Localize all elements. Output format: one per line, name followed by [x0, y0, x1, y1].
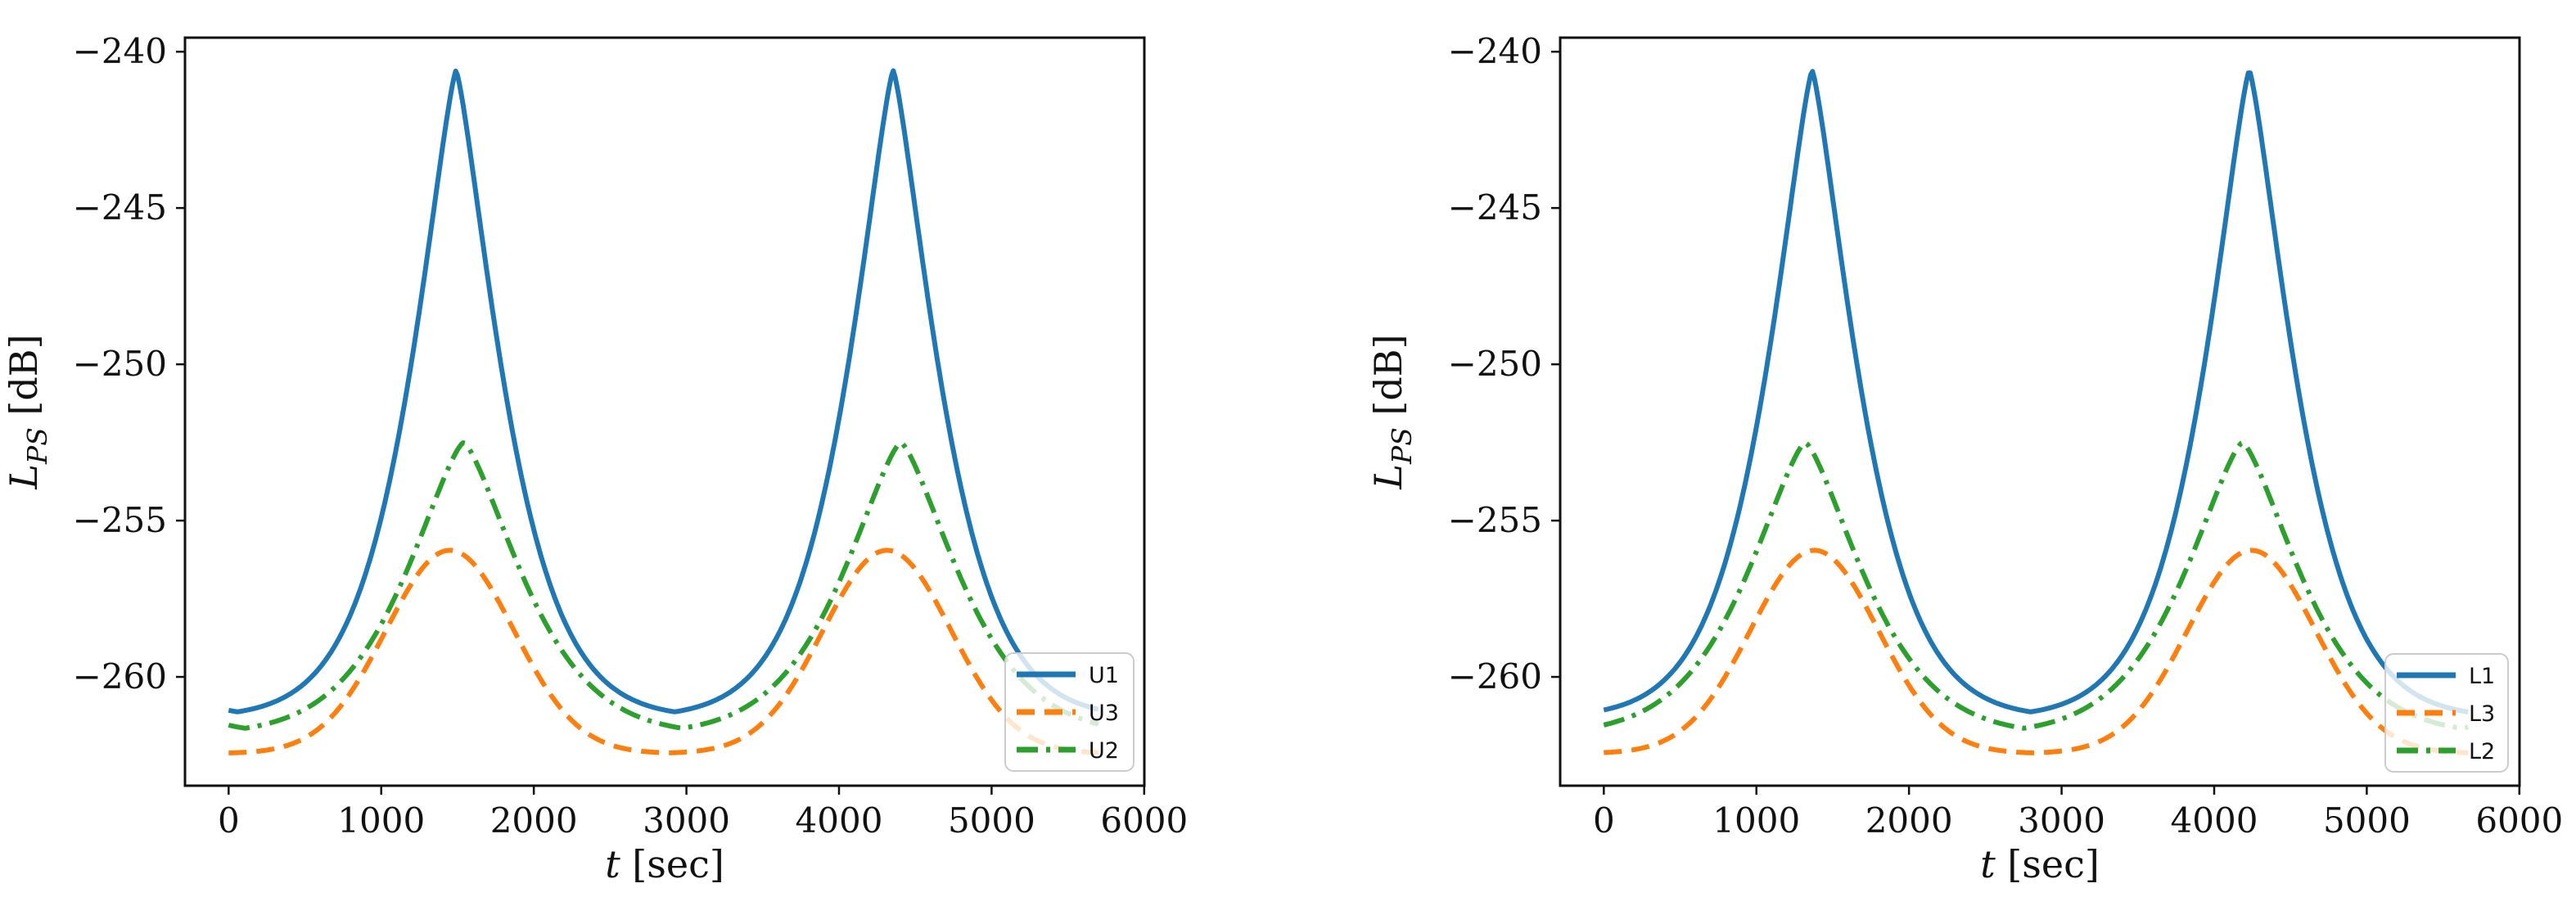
right-chart: 0 1000 2000 3000 4000 5000 6000 −240 −245 −250 −25… — [1366, 31, 2563, 886]
left-x-tick-label: 5000 — [948, 800, 1035, 841]
left-x-tick-label: 3000 — [643, 800, 730, 841]
right-series-L1 — [1603, 69, 2469, 714]
left-x-tick-label: 4000 — [796, 800, 883, 841]
right-legend-box — [2384, 653, 2509, 773]
left-x-tick-label: 1000 — [337, 800, 425, 841]
right-legend: L1 L3 L2 — [2384, 653, 2509, 773]
right-legend-label-L2: L2 — [2469, 739, 2495, 764]
right-x-tick-label: 1000 — [1712, 800, 1800, 841]
right-y-tick-label: −255 — [1448, 500, 1542, 540]
right-legend-label-L3: L3 — [2469, 701, 2495, 727]
left-chart: 0 1000 2000 3000 4000 5000 6000 −240 −245 −250 −25… — [2, 31, 1188, 886]
left-x-tick-label: 2000 — [490, 800, 578, 841]
left-y-tick-label: −245 — [73, 187, 167, 228]
left-y-tick-label: −250 — [73, 344, 167, 384]
right-y-tick-label: −245 — [1448, 187, 1542, 228]
right-y-tick-label: −240 — [1448, 31, 1542, 71]
left-y-axis-label: LPS [dB] — [2, 334, 53, 489]
left-legend-label-U3: U3 — [1089, 701, 1119, 726]
left-legend-label-U2: U2 — [1089, 738, 1119, 764]
right-x-axis-label: t [sec] — [1980, 842, 2100, 886]
left-y-tick-label: −260 — [73, 656, 167, 696]
right-series-L2 — [1603, 439, 2469, 731]
right-series-L3 — [1603, 548, 2469, 755]
left-x-axis-label: t [sec] — [605, 842, 724, 886]
right-x-tick-label: 0 — [1593, 800, 1615, 841]
left-legend-box — [1004, 652, 1135, 772]
right-x-tick-label: 3000 — [2018, 800, 2105, 841]
right-x-tick-label: 4000 — [2171, 800, 2258, 841]
left-legend: U1 U3 U2 — [1004, 652, 1135, 772]
left-series-U2 — [228, 439, 1099, 731]
left-y-tick-label: −240 — [73, 31, 167, 71]
right-x-tick-label: 6000 — [2475, 800, 2563, 841]
right-y-axis-label: LPS [dB] — [1366, 334, 1418, 489]
right-axes-frame — [1559, 36, 2521, 787]
right-x-tick-label: 2000 — [1865, 800, 1953, 841]
right-legend-label-L1: L1 — [2469, 664, 2495, 689]
left-y-tick-label: −255 — [73, 500, 167, 540]
left-x-tick-label: 6000 — [1100, 800, 1188, 841]
left-series-U3 — [228, 548, 1099, 755]
right-x-tick-label: 5000 — [2323, 800, 2411, 841]
left-legend-label-U1: U1 — [1089, 663, 1119, 688]
right-y-tick-label: −250 — [1448, 344, 1542, 384]
left-axes-frame — [183, 36, 1146, 787]
left-series-U1 — [228, 68, 1099, 714]
right-y-tick-label: −260 — [1448, 656, 1542, 696]
left-x-tick-label: 0 — [218, 800, 240, 841]
